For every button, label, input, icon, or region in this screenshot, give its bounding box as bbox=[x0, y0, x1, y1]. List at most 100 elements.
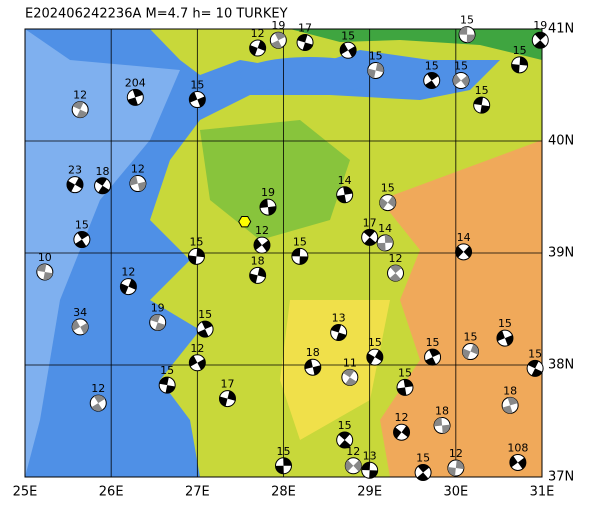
depth-label: 15 bbox=[463, 331, 477, 344]
beachball bbox=[367, 61, 385, 79]
depth-label: 15 bbox=[416, 452, 430, 465]
depth-label: 15 bbox=[277, 445, 291, 458]
depth-label: 15 bbox=[75, 219, 89, 232]
depth-label: 15 bbox=[513, 44, 527, 57]
beachball bbox=[149, 313, 167, 331]
depth-label: 14 bbox=[378, 222, 392, 235]
depth-label: 15 bbox=[426, 336, 440, 349]
lat-label: 39N bbox=[548, 246, 574, 261]
beachball bbox=[66, 176, 84, 194]
depth-label: 15 bbox=[498, 317, 512, 330]
beachball-quadrant bbox=[66, 177, 83, 192]
beachball-quadrant bbox=[259, 199, 276, 216]
depth-label: 18 bbox=[503, 384, 517, 397]
beachball bbox=[119, 278, 137, 296]
beachball-quadrant bbox=[416, 464, 430, 481]
beachball bbox=[73, 231, 91, 249]
beachball bbox=[387, 264, 405, 282]
beachball-quadrant bbox=[340, 43, 357, 58]
beachball bbox=[336, 186, 354, 204]
beachball bbox=[414, 464, 432, 482]
beachball bbox=[361, 228, 379, 246]
beachball-quadrant bbox=[455, 246, 472, 258]
depth-label: 15 bbox=[293, 235, 307, 248]
beachball bbox=[71, 101, 89, 119]
depth-label: 15 bbox=[398, 366, 412, 379]
depth-label: 12 bbox=[251, 27, 265, 40]
beachball-quadrant bbox=[127, 89, 143, 106]
beachball-quadrant bbox=[72, 101, 88, 118]
beachball bbox=[36, 263, 54, 281]
depth-label: 13 bbox=[363, 449, 377, 462]
beachball bbox=[424, 348, 442, 366]
depth-label: 12 bbox=[449, 447, 463, 460]
depth-label: 15 bbox=[198, 308, 212, 321]
beachball-quadrant bbox=[425, 72, 439, 89]
beachball bbox=[344, 457, 362, 475]
beachball bbox=[501, 396, 519, 414]
beachball bbox=[473, 96, 491, 114]
beachball bbox=[249, 39, 267, 57]
beachball-quadrant bbox=[330, 324, 347, 341]
beachball bbox=[158, 376, 176, 394]
depth-label: 15 bbox=[381, 182, 395, 195]
depth-label: 19 bbox=[533, 19, 547, 32]
beachball bbox=[94, 177, 112, 195]
beachball bbox=[304, 358, 322, 376]
lat-label: 41N bbox=[548, 22, 574, 37]
beachball-quadrant bbox=[219, 390, 236, 407]
beachball-quadrant bbox=[271, 32, 286, 49]
depth-label: 10 bbox=[38, 251, 52, 264]
depth-label: 14 bbox=[457, 231, 471, 244]
beachball-quadrant bbox=[189, 92, 206, 108]
beachball bbox=[379, 194, 397, 212]
beachball-quadrant bbox=[434, 417, 451, 434]
beachball-quadrant bbox=[345, 459, 362, 472]
lat-label: 38N bbox=[548, 358, 574, 373]
beachball-quadrant bbox=[473, 97, 490, 114]
beachball bbox=[291, 247, 309, 265]
beachball bbox=[461, 343, 479, 361]
beachball bbox=[452, 72, 470, 90]
depth-label: 12 bbox=[389, 252, 403, 265]
beachball bbox=[218, 390, 236, 408]
depth-label: 18 bbox=[96, 165, 110, 178]
depth-label: 15 bbox=[425, 60, 439, 73]
depth-label: 23 bbox=[68, 164, 82, 177]
beachball bbox=[341, 368, 359, 386]
beachball bbox=[296, 33, 314, 51]
beachball bbox=[433, 416, 451, 434]
depth-label: 19 bbox=[261, 186, 275, 199]
beachball-quadrant bbox=[120, 279, 137, 295]
depth-label: 18 bbox=[251, 254, 265, 267]
beachball-quadrant bbox=[336, 186, 353, 203]
beachball-quadrant bbox=[393, 425, 410, 439]
depth-label: 15 bbox=[369, 49, 383, 62]
beachball bbox=[129, 175, 147, 193]
beachball bbox=[126, 88, 144, 106]
depth-label: 13 bbox=[332, 312, 346, 325]
depth-label: 15 bbox=[341, 29, 355, 42]
depth-label: 15 bbox=[160, 364, 174, 377]
beachball-quadrant bbox=[338, 432, 351, 449]
beachball bbox=[330, 324, 348, 342]
beachball-quadrant bbox=[496, 330, 513, 346]
events: 15 19 15 15 15 15 15 15 17 19 12 15 12 204 23 12 18 14 15 1… bbox=[36, 14, 549, 482]
lon-label: 25E bbox=[13, 485, 38, 500]
depth-label: 14 bbox=[338, 174, 352, 187]
beachball-quadrant bbox=[377, 234, 394, 251]
lon-label: 27E bbox=[185, 485, 210, 500]
beachball-quadrant bbox=[249, 40, 266, 56]
beachball-quadrant bbox=[363, 229, 376, 246]
beachball-quadrant bbox=[453, 74, 470, 87]
beachball-quadrant bbox=[189, 355, 206, 370]
main-event bbox=[238, 215, 252, 228]
beachball-quadrant bbox=[249, 267, 266, 284]
beachball bbox=[253, 236, 271, 254]
depth-label: 17 bbox=[220, 378, 234, 391]
depth-label: 12 bbox=[121, 266, 135, 279]
beachball bbox=[423, 72, 441, 90]
beachball-quadrant bbox=[502, 397, 518, 414]
beachball-quadrant bbox=[527, 360, 543, 377]
